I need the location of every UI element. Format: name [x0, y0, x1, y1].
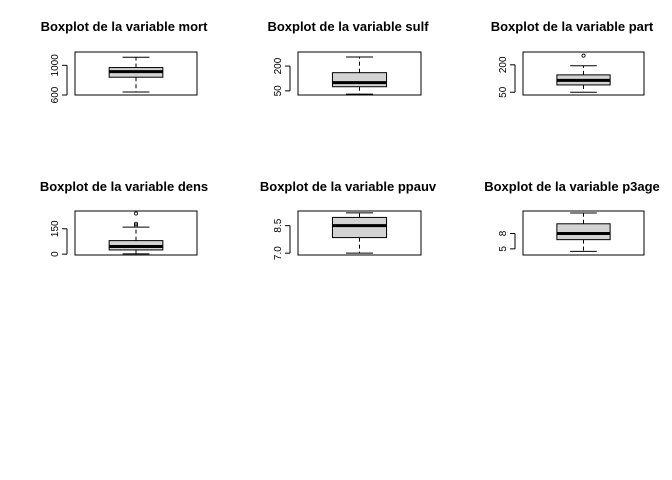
y-tick-label: 5 [498, 246, 509, 252]
y-tick-label: 8 [498, 230, 509, 236]
outlier-point [133, 221, 138, 226]
boxplot-panel: Boxplot de la variable dens 0 150 [40, 179, 208, 257]
boxplot-panel: Boxplot de la variable part 50 200 [491, 19, 654, 98]
outlier-point [581, 53, 586, 58]
y-tick-label: 200 [273, 57, 284, 74]
chart-title: Boxplot de la variable mort [41, 19, 209, 34]
y-tick-label: 0 [50, 251, 61, 257]
y-tick-label: 200 [498, 56, 509, 73]
y-tick-label: 1000 [50, 54, 61, 77]
y-tick-label: 600 [50, 86, 61, 103]
outlier-point [133, 223, 138, 228]
iqr-box [556, 223, 611, 241]
outlier-point [133, 211, 138, 216]
iqr-box [331, 72, 388, 88]
y-tick-label: 150 [50, 220, 61, 237]
plot-frame [297, 210, 422, 256]
chart-title: Boxplot de la variable p3age [484, 179, 660, 194]
plot-frame [522, 51, 645, 96]
y-tick-label: 8.5 [273, 218, 284, 232]
chart-title: Boxplot de la variable part [491, 19, 654, 34]
boxplot-panel: Boxplot de la variable p3age 5 8 [484, 179, 660, 256]
chart-title: Boxplot de la variable dens [40, 179, 208, 194]
boxplot-panel: Boxplot de la variable sulf 50 200 [267, 19, 429, 96]
chart-title: Boxplot de la variable sulf [267, 19, 429, 34]
chart-title: Boxplot de la variable ppauv [260, 179, 437, 194]
boxplot-panel: Boxplot de la variable mort 600 1000 [41, 19, 209, 103]
iqr-box [331, 216, 388, 239]
plot-frame [522, 210, 645, 256]
plot-frame [74, 210, 198, 256]
y-tick-label: 50 [273, 85, 284, 97]
y-tick-label: 7.0 [273, 246, 284, 260]
y-tick-label: 50 [498, 86, 509, 98]
plot-frame [297, 51, 422, 96]
plot-frame [74, 51, 198, 96]
boxplot-panel: Boxplot de la variable ppauv 7.0 8.5 [260, 179, 437, 260]
